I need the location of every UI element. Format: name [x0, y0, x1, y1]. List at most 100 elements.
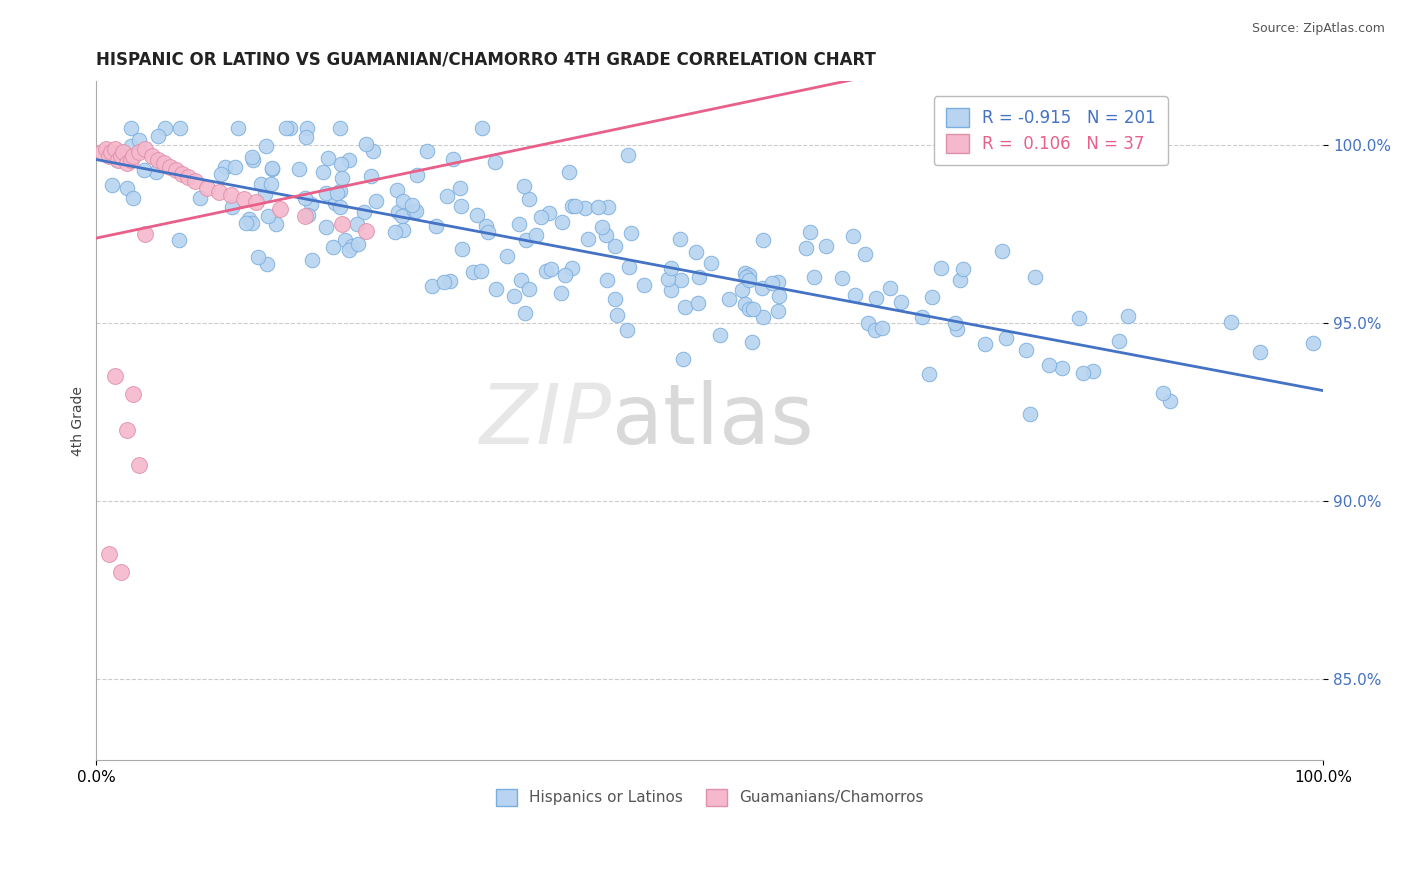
Point — [120, 120, 142, 135]
Point — [550, 215, 572, 229]
Point — [741, 334, 763, 349]
Point — [768, 289, 790, 303]
Point — [153, 120, 176, 135]
Point — [1249, 345, 1271, 359]
Point — [1081, 363, 1104, 377]
Point — [576, 232, 599, 246]
Point — [354, 137, 377, 152]
Point — [921, 290, 943, 304]
Point — [110, 149, 132, 163]
Point — [831, 271, 853, 285]
Point — [260, 178, 283, 192]
Point — [221, 200, 243, 214]
Point — [1220, 315, 1243, 329]
Point — [943, 317, 966, 331]
Text: atlas: atlas — [612, 380, 814, 461]
Point — [436, 189, 458, 203]
Point — [557, 165, 579, 179]
Point — [1024, 270, 1046, 285]
Point — [918, 368, 941, 382]
Point — [515, 233, 537, 247]
Point — [1019, 407, 1042, 421]
Point — [294, 191, 316, 205]
Point — [415, 144, 437, 158]
Point — [688, 270, 710, 285]
Point — [799, 225, 821, 239]
Point — [596, 273, 619, 287]
Point — [134, 227, 156, 242]
Point — [141, 149, 163, 163]
Point — [134, 163, 156, 178]
Point — [1302, 335, 1324, 350]
Point — [588, 200, 610, 214]
Point — [669, 232, 692, 246]
Point — [794, 241, 817, 255]
Point — [449, 181, 471, 195]
Point — [169, 233, 191, 247]
Point — [973, 336, 995, 351]
Point — [326, 186, 349, 200]
Point — [911, 310, 934, 324]
Point — [299, 197, 322, 211]
Point — [107, 153, 129, 167]
Point — [751, 281, 773, 295]
Point — [146, 153, 169, 167]
Point — [441, 153, 464, 167]
Point — [595, 227, 617, 242]
Point — [406, 169, 429, 183]
Point — [596, 200, 619, 214]
Point — [617, 148, 640, 162]
Point — [97, 547, 120, 561]
Point — [329, 184, 352, 198]
Point — [295, 130, 318, 145]
Point — [995, 331, 1018, 345]
Point — [392, 194, 415, 209]
Point — [530, 211, 553, 225]
Point — [120, 139, 142, 153]
Point — [122, 387, 145, 401]
Point — [276, 120, 298, 135]
Point — [686, 296, 709, 310]
Point — [766, 275, 789, 289]
Point — [301, 253, 323, 268]
Point — [269, 202, 291, 217]
Point — [1050, 361, 1073, 376]
Point — [465, 208, 488, 222]
Point — [405, 204, 427, 219]
Point — [115, 151, 138, 165]
Point — [128, 145, 150, 160]
Point — [603, 292, 626, 306]
Point — [517, 282, 540, 296]
Point — [256, 257, 278, 271]
Point — [952, 262, 974, 277]
Point — [165, 163, 187, 178]
Point — [815, 239, 838, 253]
Point — [169, 120, 191, 135]
Point — [128, 458, 150, 473]
Point — [606, 308, 628, 322]
Point — [209, 167, 232, 181]
Text: HISPANIC OR LATINO VS GUAMANIAN/CHAMORRO 4TH GRADE CORRELATION CHART: HISPANIC OR LATINO VS GUAMANIAN/CHAMORRO… — [97, 51, 876, 69]
Point — [685, 245, 707, 260]
Point — [1071, 366, 1094, 380]
Point — [115, 423, 138, 437]
Point — [226, 120, 249, 135]
Point — [264, 218, 287, 232]
Point — [254, 139, 277, 153]
Point — [550, 286, 572, 301]
Point — [104, 369, 127, 384]
Point — [159, 160, 181, 174]
Point — [513, 306, 536, 320]
Point — [731, 283, 754, 297]
Point — [508, 217, 530, 231]
Point — [561, 199, 583, 213]
Point — [509, 273, 531, 287]
Point — [738, 268, 761, 282]
Point — [751, 310, 773, 325]
Point — [477, 225, 499, 239]
Point — [672, 351, 695, 366]
Point — [105, 153, 128, 167]
Point — [718, 292, 741, 306]
Point — [384, 226, 406, 240]
Y-axis label: 4th Grade: 4th Grade — [72, 386, 86, 456]
